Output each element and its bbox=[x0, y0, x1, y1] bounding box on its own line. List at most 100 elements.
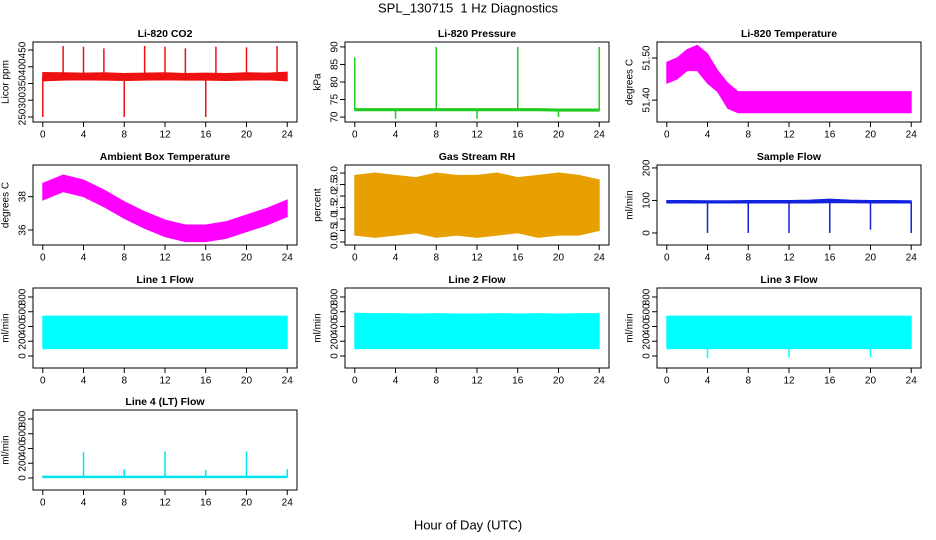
panel: Line 4 (LT) Flow ml/min 0 4 8 12 16 20 24 0 200400… bbox=[1, 396, 298, 509]
y-axis-title: ml/min bbox=[625, 313, 636, 342]
x-tick-label: 4 bbox=[393, 130, 399, 141]
x-tick-label: 24 bbox=[282, 130, 294, 141]
y-tick-label: 200 bbox=[18, 332, 29, 349]
x-tick-label: 20 bbox=[553, 376, 565, 387]
x-tick-label: 0 bbox=[352, 130, 358, 141]
x-tick-label: 4 bbox=[81, 376, 87, 387]
x-tick-label: 0 bbox=[352, 376, 358, 387]
x-tick-label: 20 bbox=[241, 498, 253, 509]
x-tick-label: 0 bbox=[664, 253, 670, 264]
panel: Line 2 Flow ml/min 0 4 8 12 16 20 24 0 20040060080… bbox=[313, 274, 610, 387]
y-tick-label: 100 bbox=[642, 192, 653, 209]
x-tick-label: 16 bbox=[200, 253, 212, 264]
x-tick-label: 8 bbox=[745, 376, 751, 387]
y-tick-label: 70 bbox=[330, 111, 341, 123]
x-tick-label: 12 bbox=[783, 130, 795, 141]
x-tick-label: 4 bbox=[81, 498, 87, 509]
y-tick-label: 36 bbox=[18, 224, 29, 236]
y-tick-label: 800 bbox=[642, 288, 653, 305]
y-tick-label: 0 bbox=[18, 353, 29, 359]
x-tick-label: 4 bbox=[81, 130, 87, 141]
x-tick-label: 8 bbox=[433, 253, 439, 264]
y-tick-label: 800 bbox=[18, 410, 29, 427]
x-axis-title: Hour of Day (UTC) bbox=[414, 517, 522, 532]
y-tick-label: 0.0 bbox=[330, 235, 341, 249]
data-band bbox=[354, 312, 600, 350]
y-tick-label: 400 bbox=[18, 440, 29, 457]
x-tick-label: 4 bbox=[81, 253, 87, 264]
panel-title: Li-820 Temperature bbox=[741, 28, 837, 40]
panel: Line 1 Flow ml/min 0 4 8 12 16 20 24 0 20040060080… bbox=[1, 274, 298, 387]
x-tick-label: 20 bbox=[241, 130, 253, 141]
y-tick-label: 1.5 bbox=[330, 200, 341, 214]
plot-area bbox=[354, 46, 600, 119]
panel-title: Li-820 Pressure bbox=[438, 28, 516, 40]
y-tick-label: 3.0 bbox=[330, 166, 341, 180]
panel: Li-820 Temperature degrees C 0 4 8 12 16 20 24 51… bbox=[625, 28, 922, 141]
panel: Gas Stream RH percent 0 4 8 12 16 20 24 0.00.51.0… bbox=[313, 151, 610, 264]
y-tick-label: 51.50 bbox=[642, 45, 653, 70]
y-tick-label: 600 bbox=[18, 303, 29, 320]
x-tick-label: 24 bbox=[282, 253, 294, 264]
y-tick-label: 38 bbox=[18, 191, 29, 203]
x-tick-label: 20 bbox=[553, 253, 565, 264]
y-axis-title: ml/min bbox=[1, 313, 12, 342]
panel-title: Gas Stream RH bbox=[439, 151, 515, 163]
plot-area bbox=[42, 451, 288, 479]
x-tick-label: 20 bbox=[865, 253, 877, 264]
data-band bbox=[354, 172, 600, 238]
y-tick-label: 200 bbox=[642, 159, 653, 176]
x-tick-label: 24 bbox=[906, 253, 918, 264]
x-tick-label: 24 bbox=[282, 376, 294, 387]
x-tick-label: 16 bbox=[824, 130, 836, 141]
x-tick-label: 20 bbox=[865, 130, 877, 141]
y-axis-title: degrees C bbox=[625, 59, 636, 105]
x-tick-label: 16 bbox=[200, 130, 212, 141]
y-axis-title: degrees C bbox=[1, 182, 12, 228]
x-tick-label: 12 bbox=[783, 253, 795, 264]
x-tick-label: 8 bbox=[121, 498, 127, 509]
y-tick-label: 51.40 bbox=[642, 87, 653, 112]
y-tick-label: 350 bbox=[18, 75, 29, 92]
y-tick-label: 600 bbox=[330, 303, 341, 320]
plot-area bbox=[666, 315, 912, 359]
x-tick-label: 4 bbox=[705, 376, 711, 387]
x-tick-label: 20 bbox=[241, 253, 253, 264]
y-tick-label: 0 bbox=[330, 353, 341, 359]
panel-title: Ambient Box Temperature bbox=[100, 151, 231, 163]
y-tick-label: 200 bbox=[330, 332, 341, 349]
panel: Ambient Box Temperature degrees C 0 4 8 12 16 2… bbox=[1, 151, 298, 264]
x-tick-label: 20 bbox=[865, 376, 877, 387]
data-band bbox=[42, 315, 288, 350]
plot-area bbox=[42, 174, 288, 243]
y-tick-label: 1.0 bbox=[330, 212, 341, 226]
y-tick-label: 75 bbox=[330, 94, 341, 106]
y-tick-label: 250 bbox=[18, 108, 29, 125]
x-tick-label: 0 bbox=[40, 253, 46, 264]
y-axis-title: percent bbox=[313, 188, 324, 222]
x-tick-label: 8 bbox=[121, 130, 127, 141]
x-tick-label: 8 bbox=[433, 376, 439, 387]
plot-area bbox=[666, 44, 912, 114]
x-tick-label: 24 bbox=[282, 498, 294, 509]
y-tick-label: 80 bbox=[330, 76, 341, 88]
y-tick-label: 2.5 bbox=[330, 177, 341, 191]
y-axis-title: kPa bbox=[313, 73, 324, 91]
panel-title: Line 1 Flow bbox=[136, 274, 194, 286]
y-axis-title: Licor ppm bbox=[1, 60, 12, 104]
y-tick-label: 400 bbox=[18, 58, 29, 75]
y-tick-label: 300 bbox=[18, 91, 29, 108]
panel: Li-820 Pressure kPa 0 4 8 12 16 20 24 70 75 80 85 90 bbox=[313, 28, 610, 141]
panel-title: Sample Flow bbox=[757, 151, 822, 163]
plot-area bbox=[354, 172, 600, 238]
x-tick-label: 16 bbox=[512, 253, 524, 264]
x-tick-label: 16 bbox=[200, 376, 212, 387]
x-tick-label: 8 bbox=[121, 253, 127, 264]
plot-area bbox=[42, 46, 288, 117]
y-axis-title: ml/min bbox=[313, 313, 324, 342]
x-tick-label: 4 bbox=[705, 253, 711, 264]
x-tick-label: 24 bbox=[594, 130, 606, 141]
x-tick-label: 12 bbox=[159, 130, 171, 141]
